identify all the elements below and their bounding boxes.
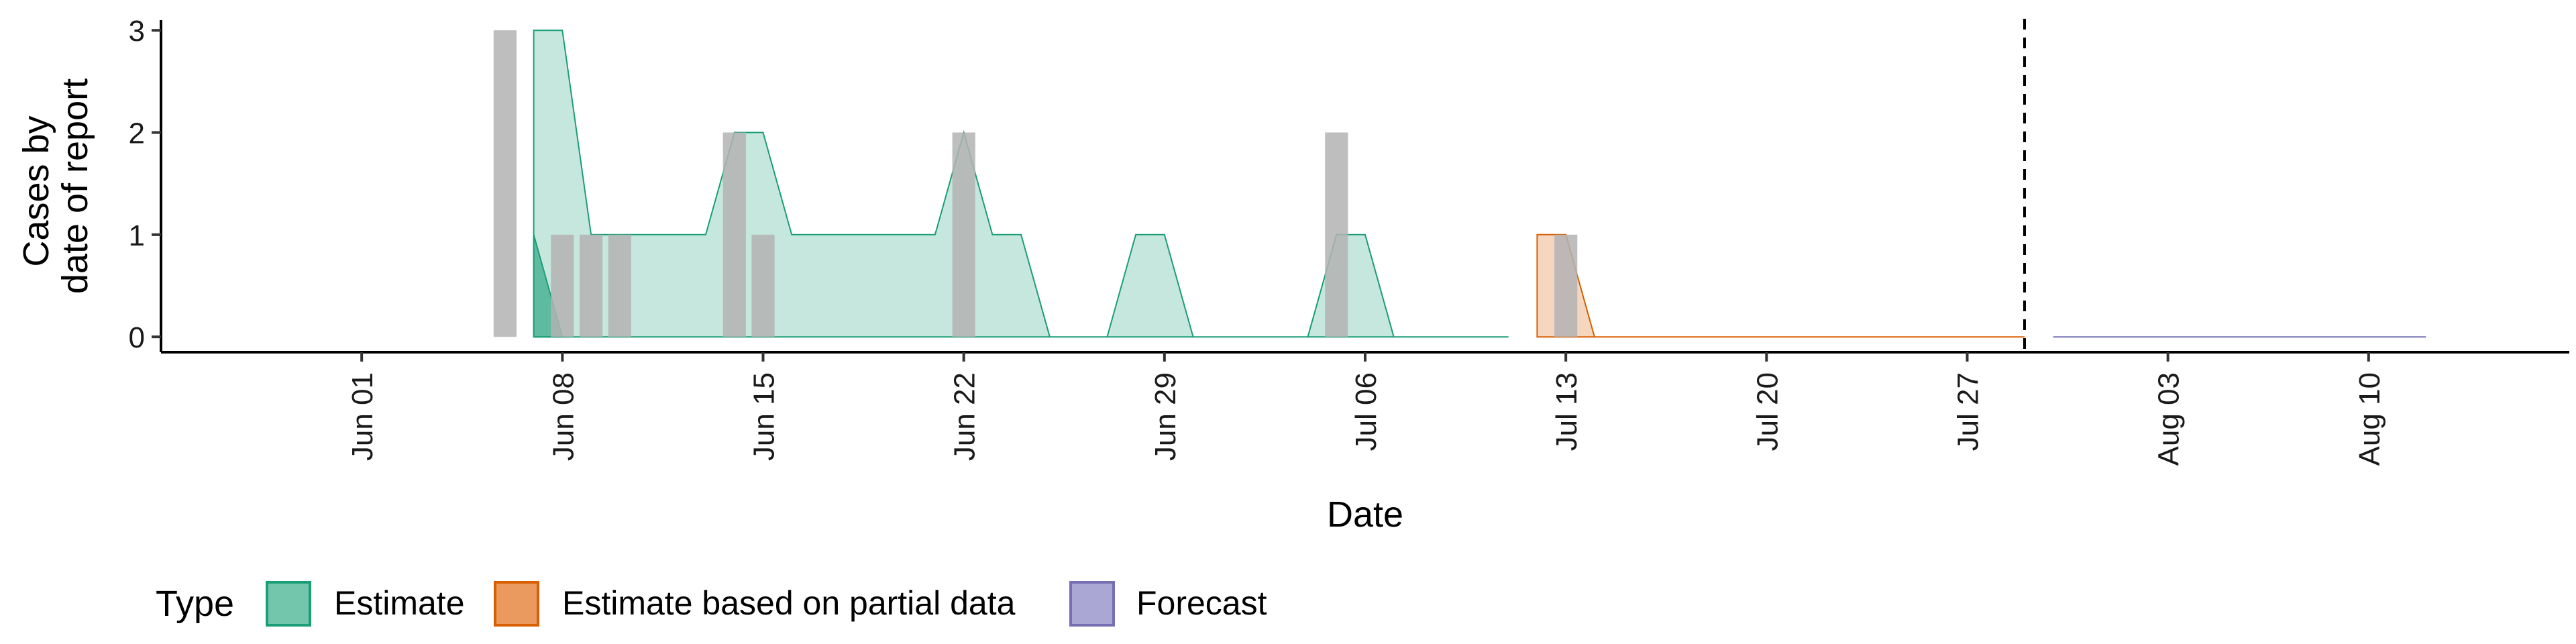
observed-bar bbox=[493, 30, 517, 337]
x-axis-ticks: Jun 01 Jun 08 Jun 15 Jun 22 Jun 29 Jul 06 Jul … bbox=[346, 352, 2386, 466]
observed-bar bbox=[751, 234, 775, 337]
legend: Type Estimate Estimate based on partial d… bbox=[156, 581, 1267, 627]
estimate-based-on-partial-data-band bbox=[1536, 233, 2025, 338]
y-tick-label: 0 bbox=[129, 321, 145, 354]
legend-key-forecast bbox=[1069, 581, 1115, 627]
x-tick-label: Jun 15 bbox=[748, 372, 781, 461]
observed-bar bbox=[1554, 234, 1578, 337]
observed-bar bbox=[608, 234, 631, 337]
y-axis-ticks: 0 1 2 3 bbox=[129, 15, 161, 354]
x-tick-label: Jun 01 bbox=[346, 372, 379, 461]
observed-bar bbox=[722, 132, 746, 337]
observed-bar bbox=[952, 132, 975, 337]
estimate-band bbox=[533, 30, 1509, 338]
observed-case-bars bbox=[493, 30, 1578, 337]
x-tick-label: Jul 20 bbox=[1751, 372, 1784, 451]
observed-bar bbox=[551, 234, 574, 337]
legend-label-estimate: Estimate bbox=[334, 584, 465, 622]
legend-title: Type bbox=[156, 584, 234, 624]
x-tick-label: Jul 06 bbox=[1350, 372, 1383, 451]
legend-label-estimate-based-on-partial-data: Estimate based on partial data bbox=[562, 584, 1016, 622]
y-axis-title: Cases by date of report bbox=[16, 78, 95, 294]
y-tick-label: 1 bbox=[129, 219, 145, 252]
x-tick-label: Aug 03 bbox=[2153, 372, 2186, 466]
observed-bar bbox=[1325, 132, 1348, 337]
y-tick-label: 3 bbox=[129, 15, 145, 48]
legend-key-estimate bbox=[266, 581, 311, 627]
observed-bar bbox=[580, 234, 603, 337]
y-axis-title-line-2: date of report bbox=[55, 78, 95, 294]
legend-label-forecast: Forecast bbox=[1136, 584, 1267, 622]
x-axis-title: Date bbox=[1327, 494, 1403, 535]
estimate-bands bbox=[533, 30, 2426, 338]
x-tick-label: Jun 22 bbox=[949, 372, 981, 461]
x-tick-label: Jun 08 bbox=[547, 372, 580, 461]
estimate-band bbox=[533, 234, 564, 338]
x-tick-label: Aug 10 bbox=[2353, 372, 2386, 466]
legend-key-estimate-based-on-partial-data bbox=[494, 581, 539, 627]
x-tick-label: Jul 13 bbox=[1550, 372, 1583, 451]
x-tick-label: Jun 29 bbox=[1149, 372, 1182, 461]
y-axis-title-line-1: Cases by bbox=[16, 115, 56, 266]
x-tick-label: Jul 27 bbox=[1952, 372, 1985, 451]
y-tick-label: 2 bbox=[129, 117, 145, 150]
